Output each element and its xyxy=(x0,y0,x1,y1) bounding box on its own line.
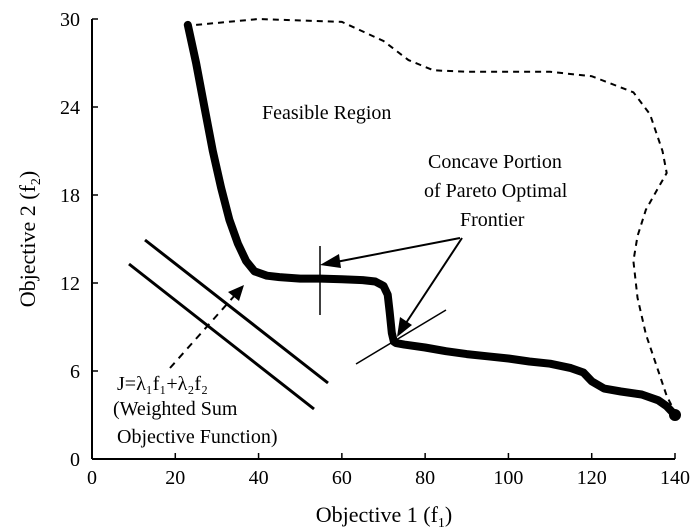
concave-portion-label-line-1: Concave Portion xyxy=(428,151,562,173)
y-tick-label: 18 xyxy=(60,185,80,207)
weighted-sum-desc-line-2: Objective Function) xyxy=(117,426,278,448)
x-tick-label: 60 xyxy=(332,467,352,489)
y-tick-label: 12 xyxy=(60,273,80,295)
tangent-oblique xyxy=(355,309,447,365)
y-tick-label: 0 xyxy=(70,449,80,471)
pareto-frontier-endpoint xyxy=(669,409,681,421)
pareto-frontier-line xyxy=(183,20,679,419)
y-tick-label: 24 xyxy=(60,97,80,119)
x-tick-label: 40 xyxy=(249,467,269,489)
objective-dashed-arrow xyxy=(169,293,237,369)
x-tick-label: 80 xyxy=(415,467,435,489)
y-tick-label: 30 xyxy=(60,9,80,31)
concave-arrowhead-right xyxy=(397,317,412,337)
concave-arrow-right xyxy=(405,237,463,324)
concave-arrow-left xyxy=(335,237,461,263)
x-tick-label: 20 xyxy=(165,467,185,489)
weighted-sum-desc-line-1: (Weighted Sum xyxy=(113,398,238,420)
y-tick-label: 6 xyxy=(70,361,80,383)
feasible-region-label: Feasible Region xyxy=(262,102,391,124)
x-tick-label: 0 xyxy=(87,467,97,489)
objective-line-lower xyxy=(128,262,315,411)
concave-portion-label-line-2: of Pareto Optimal xyxy=(424,180,568,202)
x-axis-title: Objective 1 (f1) xyxy=(316,502,453,531)
concave-portion-label-line-3: Frontier xyxy=(460,209,525,231)
weighted-sum-formula: J=λ₁f₁+λ₂f₂ xyxy=(117,373,208,395)
x-tick-label: 140 xyxy=(660,467,690,489)
concave-arrowhead-left xyxy=(320,254,341,268)
x-tick-label: 100 xyxy=(493,467,523,489)
plot-area: 0 20 40 60 80 100 120 140 0 6 12 18 24 30 xyxy=(60,9,690,489)
objective-arrowhead xyxy=(228,285,244,301)
y-axis-title: Objective 2 (f2) xyxy=(15,171,44,308)
x-tick-label: 120 xyxy=(577,467,607,489)
feasible-boundary-line xyxy=(196,17,676,413)
objective-line-upper xyxy=(144,238,329,385)
